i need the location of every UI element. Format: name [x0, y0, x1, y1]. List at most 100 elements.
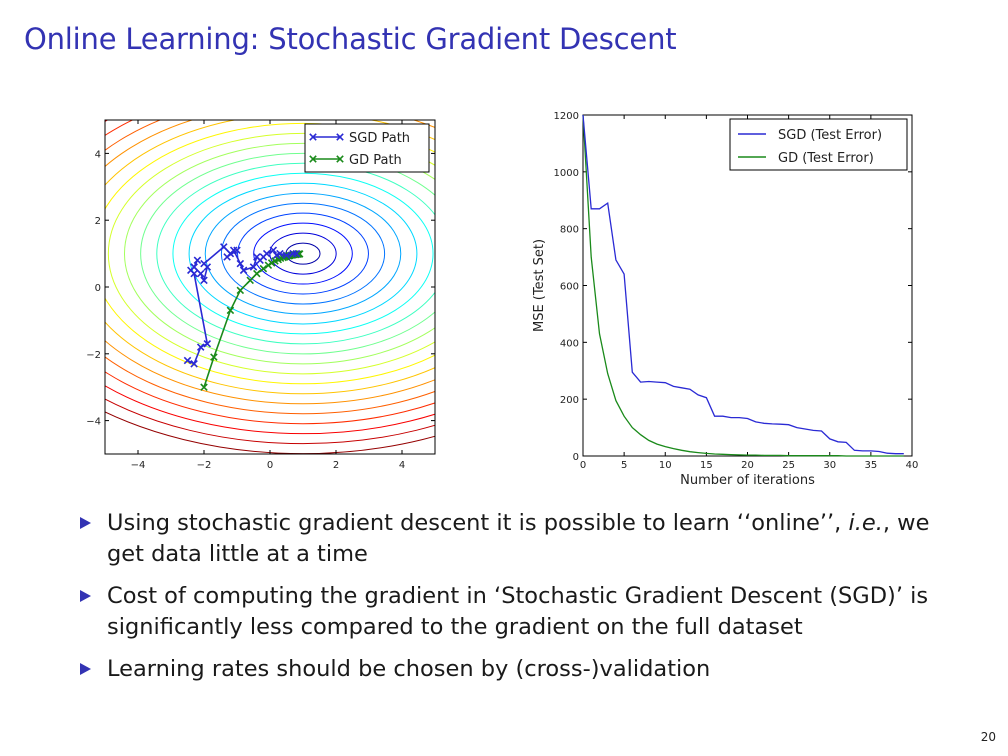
triangle-bullet-icon [80, 590, 91, 602]
data-point-marker [196, 343, 205, 351]
contour-line [105, 398, 435, 445]
data-point-marker [210, 353, 218, 361]
bullet-item: Cost of computing the gradient in ‘Stoch… [78, 581, 958, 643]
x-tick-label: 10 [659, 460, 672, 471]
legend-marker [309, 155, 317, 163]
data-point-marker [200, 383, 208, 391]
contour-line [105, 120, 435, 405]
data-point-marker [223, 253, 231, 261]
series-line [582, 114, 904, 457]
contour-line [105, 120, 435, 435]
bullet-list: Using stochastic gradient descent it is … [78, 508, 958, 696]
x-tick-label: −2 [197, 460, 212, 471]
y-tick-label: 600 [560, 282, 579, 293]
y-tick-label: 200 [560, 395, 579, 406]
bullet-italic-text: i.e. [848, 510, 883, 536]
plot-frame [582, 114, 913, 457]
x-tick-label: 40 [906, 460, 919, 471]
data-point-marker [253, 269, 261, 278]
x-axis-label: Number of iterations [680, 473, 815, 488]
data-point-marker [269, 246, 278, 255]
paths [183, 243, 304, 391]
contour-line [204, 192, 402, 315]
triangle-bullet-icon [80, 663, 91, 675]
y-tick-label: −4 [86, 417, 101, 428]
y-tick-label: 4 [95, 149, 101, 160]
legend-box [304, 123, 430, 173]
contour-line [140, 152, 435, 355]
x-tick-label: 35 [865, 460, 878, 471]
legend-marker [336, 155, 344, 163]
data-point-marker [246, 276, 254, 285]
data-point-marker [200, 259, 208, 268]
contour-line [269, 232, 337, 275]
contour-line [156, 162, 435, 345]
data-point-marker [183, 356, 192, 365]
y-tick-label: 0 [573, 452, 579, 463]
legend-label: GD (Test Error) [778, 151, 874, 166]
contour-plot: −4 −4 −2 −2 0 0 2 2 4 4 SGD Path GD Path [86, 119, 436, 471]
data-point-marker [196, 269, 205, 278]
data-point-marker [193, 256, 202, 265]
bullet-text-continued: , we get data little at a time [107, 510, 930, 567]
contour-line [172, 172, 434, 335]
data-point-marker [249, 263, 258, 271]
y-tick-label: 2 [95, 216, 101, 227]
data-point-marker [226, 306, 235, 315]
contour-line [105, 120, 435, 395]
data-point-marker [262, 249, 271, 258]
data-point-marker [220, 243, 228, 251]
data-point-marker [282, 251, 291, 260]
y-tick-label: 0 [95, 283, 101, 294]
bullet-item: Using stochastic gradient descent it is … [78, 508, 958, 570]
data-point-marker [203, 340, 212, 348]
bullet-text: Cost of computing the gradient in ‘Stoch… [107, 583, 929, 640]
y-tick-label: 1000 [554, 168, 579, 179]
bullet-text: Learning rates should be chosen by (cros… [107, 656, 711, 682]
x-tick-label: 0 [267, 460, 273, 471]
data-point-marker [236, 259, 245, 268]
contour-line [107, 132, 435, 375]
x-tick-label: 30 [823, 460, 836, 471]
data-point-marker [292, 249, 301, 258]
y-tick-label: 400 [560, 338, 579, 349]
data-point-marker [259, 264, 268, 273]
legend-marker [309, 133, 317, 141]
contour-line [253, 222, 353, 285]
data-point-marker [236, 286, 245, 295]
x-tick-label: 2 [333, 460, 339, 471]
contour-line [124, 142, 435, 365]
series-line [203, 253, 300, 388]
mse-line-chart: 0 5 10 15 20 25 30 35 40020040060080010001200Num… [532, 111, 919, 488]
x-tick-label: 5 [621, 460, 627, 471]
contour-line [105, 120, 435, 425]
series-line [582, 114, 904, 455]
data-point-marker [239, 266, 248, 275]
x-tick-label: 15 [700, 460, 713, 471]
data-point-marker [190, 263, 198, 271]
y-tick-label: 800 [560, 225, 579, 236]
legend-label: SGD Path [349, 131, 410, 146]
data-point-marker [190, 360, 198, 368]
triangle-bullet-icon [80, 517, 91, 529]
x-tick-label: 20 [741, 460, 754, 471]
bullet-text: Using stochastic gradient descent it is … [107, 510, 849, 536]
y-axis-label: MSE (Test Set) [532, 239, 547, 332]
bullet-item: Learning rates should be chosen by (cros… [78, 654, 958, 685]
legend-label: SGD (Test Error) [778, 128, 882, 143]
x-tick-label: 0 [580, 460, 586, 471]
page-number: 20 [980, 730, 996, 744]
contour-line [105, 120, 435, 415]
data-point-marker [200, 276, 208, 285]
contour-line [105, 122, 435, 385]
x-tick-label: −4 [131, 460, 146, 471]
x-tick-label: 4 [399, 460, 405, 471]
contour-line [220, 202, 386, 305]
legend-box [729, 118, 908, 171]
contour-line [237, 212, 369, 295]
data-point-marker [229, 246, 238, 255]
data-point-marker [276, 249, 284, 258]
legend-label: GD Path [349, 153, 402, 168]
x-tick-label: 25 [782, 460, 795, 471]
y-tick-label: −2 [86, 350, 101, 361]
